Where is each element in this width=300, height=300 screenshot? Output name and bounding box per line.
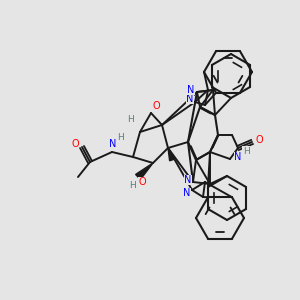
Text: N: N xyxy=(184,175,192,185)
Text: O: O xyxy=(71,139,79,149)
Text: N: N xyxy=(183,188,191,198)
Text: O: O xyxy=(138,177,146,187)
Text: H: H xyxy=(117,134,123,142)
Text: O: O xyxy=(152,101,160,111)
Text: H: H xyxy=(243,146,249,155)
Polygon shape xyxy=(168,148,174,161)
Text: H: H xyxy=(127,116,134,124)
Text: O: O xyxy=(255,135,263,145)
Text: N: N xyxy=(109,139,117,149)
Text: N: N xyxy=(187,85,195,95)
Polygon shape xyxy=(136,163,153,180)
Text: H: H xyxy=(129,181,135,190)
Text: N: N xyxy=(186,94,194,104)
Text: N: N xyxy=(234,152,242,162)
